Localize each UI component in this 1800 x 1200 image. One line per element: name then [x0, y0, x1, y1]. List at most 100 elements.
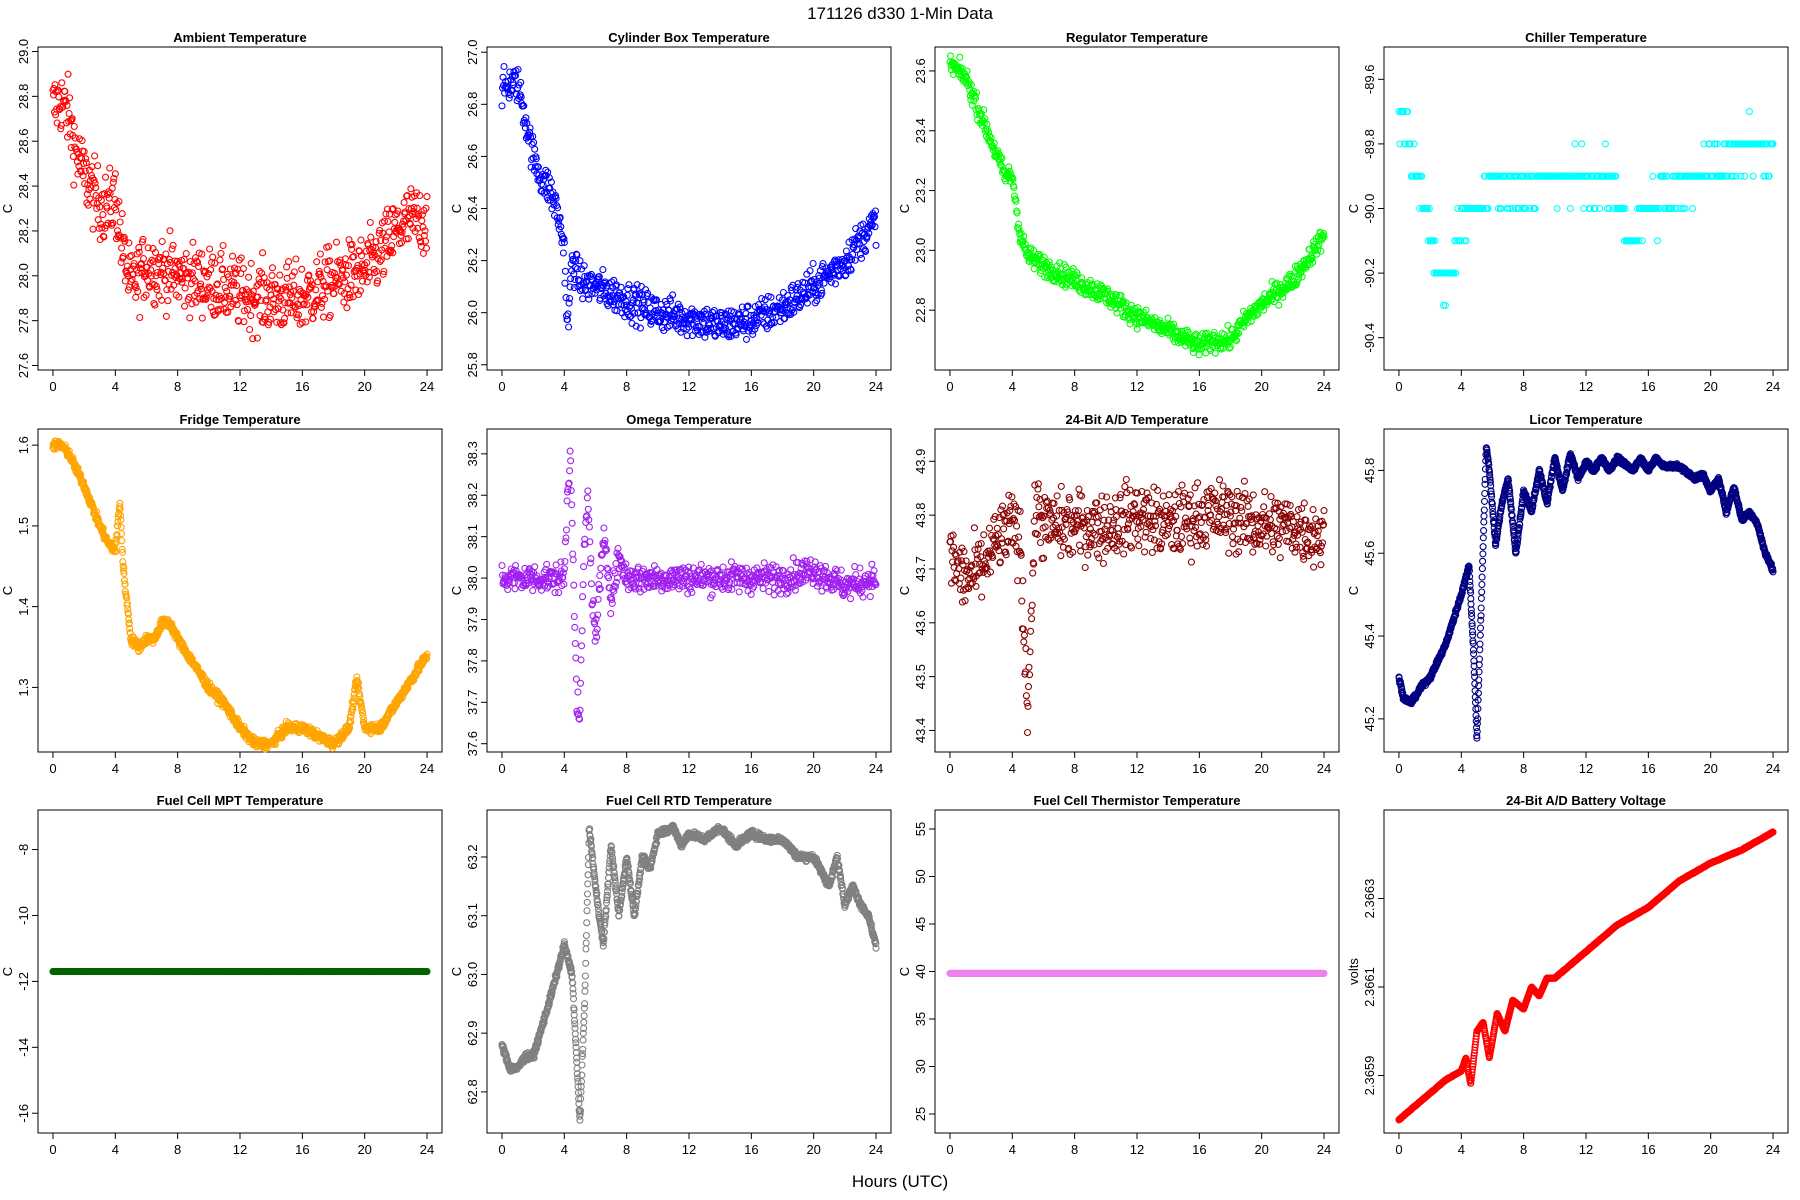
data-point — [186, 258, 194, 266]
data-point — [288, 294, 296, 302]
data-point — [365, 273, 373, 281]
x-tick-label: 12 — [233, 379, 247, 394]
data-point — [262, 296, 270, 304]
data-point — [956, 53, 964, 61]
data-point — [407, 185, 415, 193]
data-point — [1030, 246, 1038, 254]
plot-frame — [37, 46, 443, 371]
data-point — [183, 269, 191, 277]
y-tick-label: 1.4 — [16, 598, 31, 616]
data-point — [403, 192, 411, 200]
x-tick-label: 0 — [498, 761, 505, 776]
y-tick-label: 43.8 — [913, 502, 928, 527]
data-point — [531, 145, 539, 153]
data-point — [249, 287, 257, 295]
x-tick-label: 8 — [623, 761, 630, 776]
data-point — [274, 305, 282, 313]
data-point — [574, 688, 582, 696]
data-point — [842, 271, 850, 279]
data-point — [316, 250, 324, 258]
data-point — [132, 284, 140, 292]
y-tick-label: 27.6 — [16, 353, 31, 378]
data-point — [963, 67, 971, 75]
data-point — [568, 252, 576, 260]
data-point — [290, 281, 298, 289]
data-point — [1571, 140, 1579, 148]
data-point — [1015, 220, 1023, 228]
data-point — [113, 199, 121, 207]
y-tick-label: -89.6 — [1362, 64, 1377, 94]
data-point — [376, 257, 384, 265]
x-tick-label: 20 — [357, 379, 371, 394]
data-point — [520, 102, 528, 110]
data-point — [865, 229, 873, 237]
y-tick-label: 43.5 — [913, 664, 928, 689]
data-point — [423, 193, 431, 201]
data-point — [354, 261, 362, 270]
data-point — [969, 87, 977, 95]
x-tick-label: 12 — [682, 761, 696, 776]
data-point — [538, 187, 546, 196]
data-point — [125, 239, 133, 247]
data-point — [968, 101, 976, 109]
data-point — [130, 259, 138, 268]
data-point — [735, 588, 743, 596]
data-point — [514, 65, 522, 74]
data-point — [560, 238, 568, 247]
data-point — [281, 283, 290, 291]
data-point — [1036, 539, 1045, 547]
data-point — [235, 256, 243, 264]
data-point — [245, 273, 253, 281]
data-point — [158, 237, 166, 246]
data-point — [139, 255, 148, 263]
data-point — [186, 314, 194, 322]
data-point — [573, 265, 581, 273]
data-point — [121, 237, 129, 245]
data-point — [239, 265, 247, 273]
data-point — [58, 79, 66, 87]
data-point — [422, 204, 430, 212]
data-point — [744, 302, 752, 310]
data-point — [1040, 253, 1048, 261]
data-point — [121, 580, 129, 588]
y-tick-label: 23.6 — [913, 58, 928, 83]
data-point — [568, 501, 576, 509]
data-point — [132, 293, 140, 301]
y-tick-label: 28.4 — [16, 173, 31, 198]
data-point — [384, 217, 392, 226]
y-tick-label: 26.4 — [465, 196, 480, 221]
y-tick-label: 26.6 — [465, 144, 480, 169]
data-point — [382, 210, 390, 218]
data-point — [1023, 728, 1032, 737]
data-point — [316, 270, 324, 278]
data-point — [751, 325, 759, 333]
data-point — [379, 270, 387, 278]
x-tick-label: 16 — [1192, 379, 1206, 394]
data-point — [207, 303, 215, 311]
data-point — [211, 259, 219, 267]
data-point — [341, 255, 349, 263]
data-point — [381, 236, 389, 245]
data-point — [521, 124, 529, 132]
data-point — [243, 305, 252, 314]
data-point — [153, 286, 161, 294]
data-point — [321, 258, 329, 266]
data-point — [152, 272, 160, 280]
data-point — [831, 256, 839, 264]
y-tick-label: 27.0 — [465, 40, 480, 65]
data-point — [1275, 301, 1283, 309]
data-point — [124, 286, 132, 294]
data-point — [335, 280, 343, 288]
data-point — [601, 278, 609, 286]
data-point — [63, 101, 71, 109]
data-point — [1126, 305, 1135, 313]
data-point — [169, 241, 177, 249]
data-point — [298, 265, 306, 273]
y-tick-label: 23.2 — [913, 178, 928, 203]
data-point — [207, 266, 215, 274]
y-axis-label: C — [449, 204, 464, 213]
data-point — [166, 227, 174, 235]
data-point — [772, 313, 780, 321]
data-point — [182, 250, 190, 258]
